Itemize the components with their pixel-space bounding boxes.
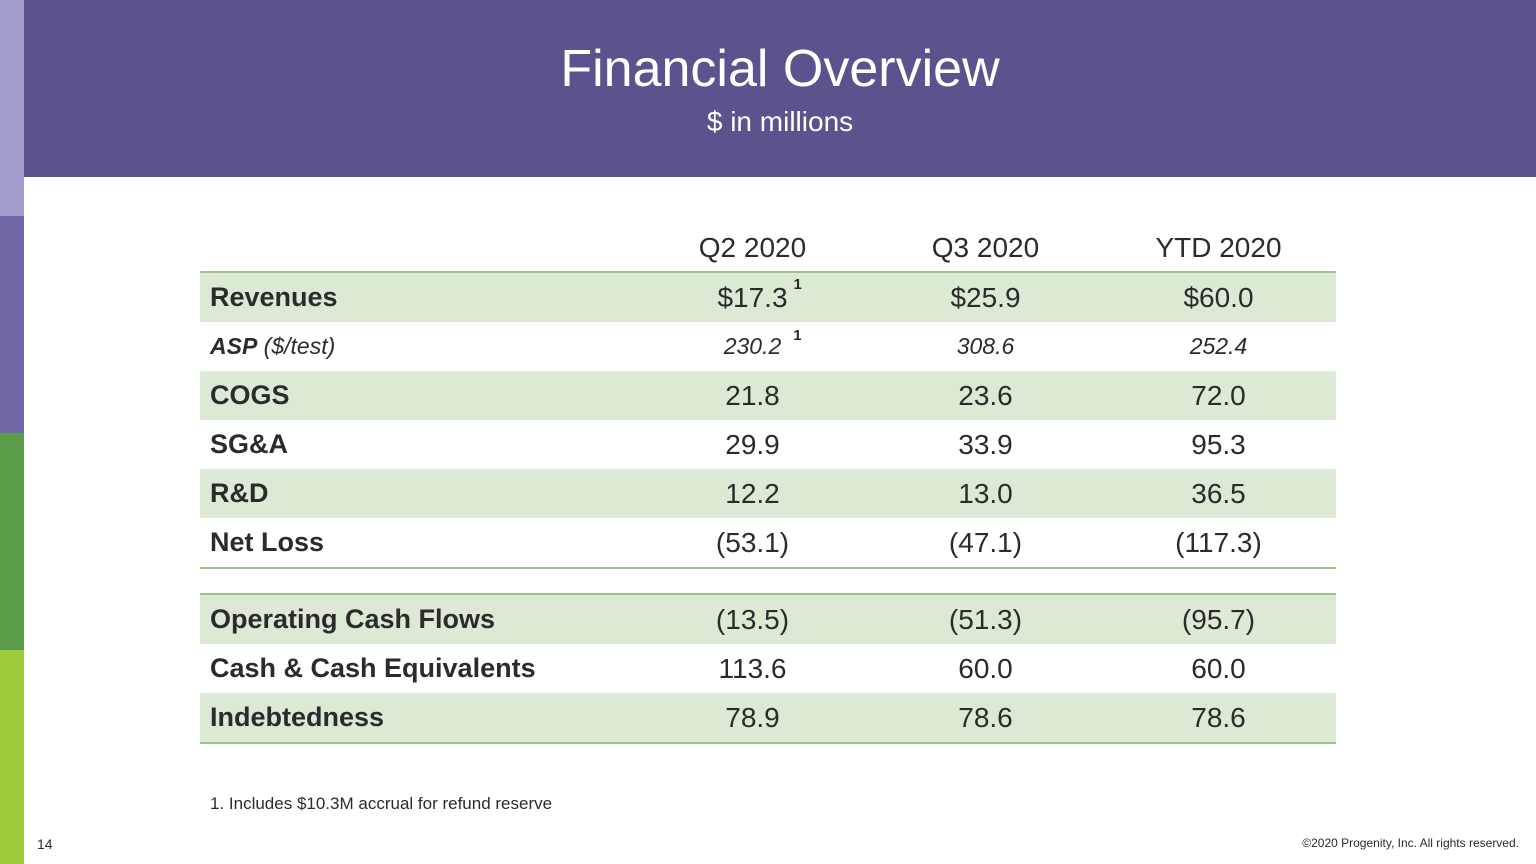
cell-q2: (13.5): [715, 603, 790, 635]
cell-q3: (51.3): [948, 603, 1023, 635]
table-row-cash-equivalents: Cash & Cash Equivalents 113.6 60.0 60.0: [200, 644, 1336, 693]
cell-q2: 12.2: [725, 477, 780, 509]
row-label: SG&A: [210, 429, 289, 459]
cell-q3: 13.0: [958, 477, 1013, 509]
table-row-asp: ASP ($/test) 230.2 1 308.6 252.4: [200, 322, 1336, 371]
page-number: 14: [37, 836, 53, 852]
table-section-divider: [200, 567, 1336, 595]
cell-ytd: 60.0: [1191, 652, 1246, 684]
footnote-marker: 1: [793, 327, 802, 344]
table-row-revenues: Revenues $17.3 1 $25.9 $60.0: [200, 273, 1336, 322]
side-accent-bar-1: [0, 0, 24, 216]
cell-q2: 29.9: [725, 428, 780, 460]
cell-q3: 308.6: [956, 333, 1015, 359]
cell-q3: 23.6: [958, 379, 1013, 411]
cell-q2: $17.3 1: [636, 276, 869, 314]
column-header-q3: Q3 2020: [931, 231, 1040, 263]
row-label: COGS: [210, 380, 290, 410]
cell-value: 230.2: [723, 333, 782, 359]
row-label-main: ASP: [210, 333, 258, 359]
cell-q2: 113.6: [718, 652, 787, 684]
cell-q2: 230.2 1: [636, 327, 869, 360]
cell-q3: 60.0: [958, 652, 1013, 684]
copyright-notice: ©2020 Progenity, Inc. All rights reserve…: [1302, 836, 1519, 850]
table-header-row: Q2 2020 Q3 2020 YTD 2020: [200, 224, 1336, 273]
cell-q2: 21.8: [725, 379, 780, 411]
table-row-net-loss: Net Loss (53.1) (47.1) (117.3): [200, 518, 1336, 567]
cell-value: $17.3: [717, 281, 788, 313]
row-label: ASP ($/test): [200, 333, 636, 360]
cell-q3: 78.6: [958, 701, 1013, 733]
row-label-suffix: ($/test): [257, 333, 336, 359]
row-label: Revenues: [210, 282, 338, 312]
column-header-q2: Q2 2020: [698, 231, 807, 263]
row-label: Net Loss: [210, 527, 325, 557]
table-row-rd: R&D 12.2 13.0 36.5: [200, 469, 1336, 518]
side-accent-bar-2: [0, 216, 24, 433]
slide-header: Financial Overview $ in millions: [24, 0, 1536, 177]
cell-ytd: (95.7): [1181, 603, 1256, 635]
row-label: Cash & Cash Equivalents: [210, 653, 536, 683]
cell-ytd: 252.4: [1189, 333, 1248, 359]
side-accent-bar-4: [0, 650, 24, 864]
cell-ytd: $60.0: [1183, 281, 1254, 313]
side-accent-bar-3: [0, 433, 24, 650]
cell-q3: (47.1): [948, 526, 1023, 558]
cell-ytd: 95.3: [1191, 428, 1246, 460]
cell-ytd: 72.0: [1191, 379, 1246, 411]
slide-title: Financial Overview: [560, 40, 1000, 98]
table-row-sga: SG&A 29.9 33.9 95.3: [200, 420, 1336, 469]
footnote-text: 1. Includes $10.3M accrual for refund re…: [210, 794, 553, 813]
row-label: Indebtedness: [210, 702, 385, 732]
cell-q3: $25.9: [950, 281, 1021, 313]
table-row-indebtedness: Indebtedness 78.9 78.6 78.6: [200, 693, 1336, 744]
cell-ytd: (117.3): [1175, 526, 1262, 558]
cell-ytd: 78.6: [1191, 701, 1246, 733]
slide-subtitle: $ in millions: [706, 106, 854, 137]
footnote-marker: 1: [793, 275, 802, 293]
cell-q2: 78.9: [725, 701, 780, 733]
cell-q3: 33.9: [958, 428, 1013, 460]
table-row-operating-cash-flows: Operating Cash Flows (13.5) (51.3) (95.7…: [200, 595, 1336, 644]
cell-ytd: 36.5: [1191, 477, 1246, 509]
column-header-ytd: YTD 2020: [1155, 231, 1282, 263]
row-label: Operating Cash Flows: [210, 604, 496, 634]
row-label: R&D: [210, 478, 269, 508]
financial-table: Q2 2020 Q3 2020 YTD 2020 Revenues $17.3 1…: [200, 224, 1336, 744]
table-row-cogs: COGS 21.8 23.6 72.0: [200, 371, 1336, 420]
cell-q2: (53.1): [715, 526, 790, 558]
